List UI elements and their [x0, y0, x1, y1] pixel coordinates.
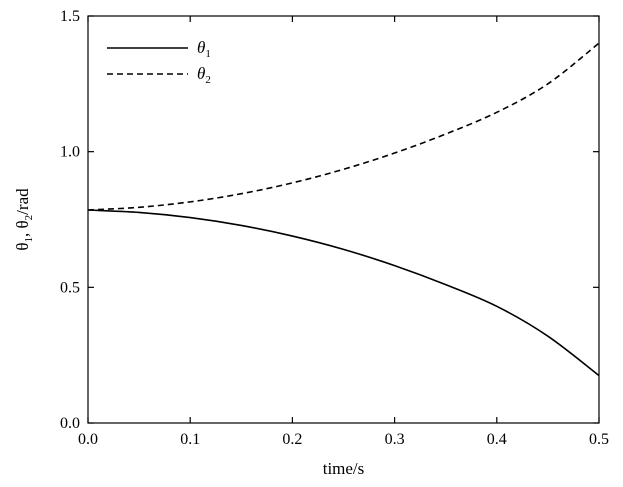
y-tick-label-3: 1.5	[60, 8, 80, 25]
x-axis-label: time/s	[323, 459, 365, 478]
legend: θ1 θ2	[107, 38, 211, 86]
axis-tick-labels: 0.0 0.1 0.2 0.3 0.4 0.5 0.0 0.5 1.0 1.5	[60, 8, 609, 448]
series-line-0	[87, 209, 600, 377]
y-tick-label-1: 0.5	[60, 279, 80, 296]
series-lines	[87, 42, 600, 377]
y-axis-label: θ1, θ2/rad	[13, 188, 35, 251]
axis-ticks	[87, 15, 600, 424]
x-tick-label-4: 0.4	[487, 431, 507, 448]
x-tick-label-0: 0.0	[78, 431, 98, 448]
x-tick-label-1: 0.1	[180, 431, 200, 448]
y-tick-label-2: 1.0	[60, 144, 80, 161]
x-tick-label-3: 0.3	[385, 431, 405, 448]
plot-frame	[87, 15, 600, 424]
series-line-1	[87, 42, 600, 211]
y-tick-label-0: 0.0	[60, 415, 80, 432]
legend-label-theta2: θ2	[197, 64, 211, 86]
x-tick-label-2: 0.2	[282, 431, 302, 448]
legend-label-theta1: θ1	[197, 38, 211, 60]
x-tick-label-5: 0.5	[589, 431, 609, 448]
